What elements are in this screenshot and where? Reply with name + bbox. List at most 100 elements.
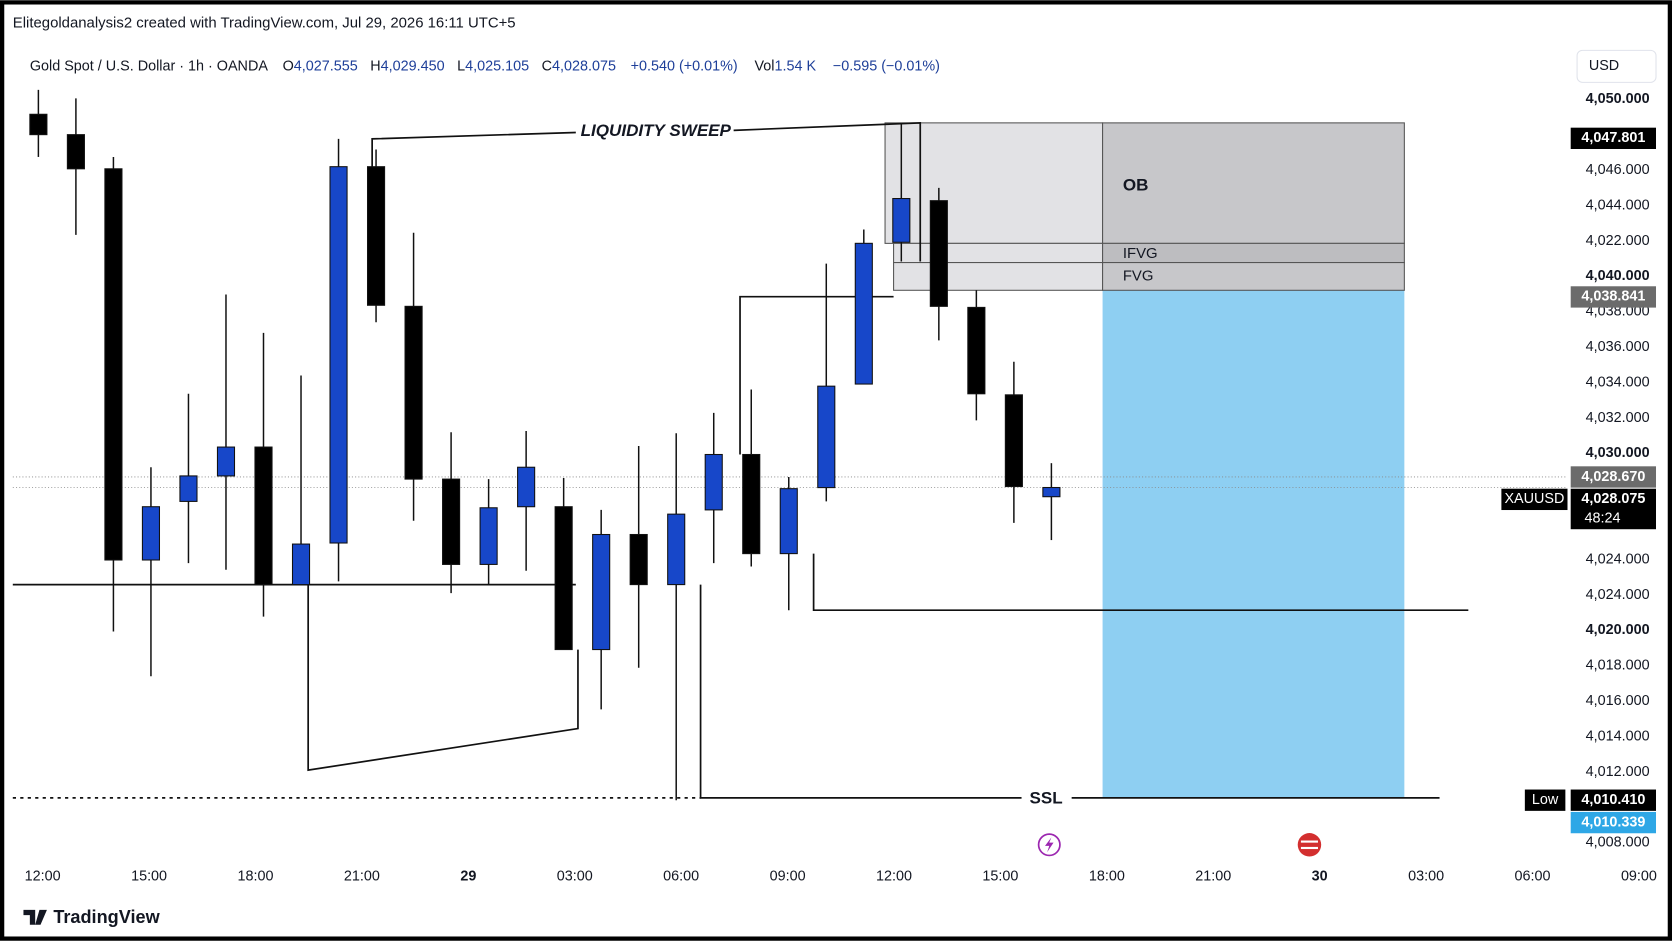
price-label: 4,010.339 bbox=[1581, 814, 1645, 830]
y-tick-label: 4,014.000 bbox=[1586, 728, 1650, 744]
x-tick-label: 12:00 bbox=[25, 869, 61, 885]
candle-body bbox=[66, 134, 85, 170]
symbol: Gold Spot / U.S. Dollar · 1h · OANDA bbox=[30, 58, 268, 74]
price-label-box bbox=[1570, 127, 1657, 150]
drawings bbox=[12, 121, 1469, 799]
candle-body bbox=[404, 305, 423, 480]
tag-label: Low bbox=[1532, 792, 1559, 808]
sweep-swing bbox=[307, 584, 579, 772]
countdown: 48:24 bbox=[1585, 510, 1621, 526]
ifvg-zone-left bbox=[893, 242, 1104, 264]
price-label-box bbox=[1570, 286, 1657, 308]
candle-body bbox=[104, 168, 123, 561]
x-tick-label: 15:00 bbox=[982, 869, 1018, 885]
candle-body bbox=[1004, 394, 1023, 488]
candle-body bbox=[592, 533, 611, 651]
ohlc-label: O bbox=[283, 58, 294, 74]
y-tick-label: 4,008.000 bbox=[1586, 835, 1650, 851]
price-label-box bbox=[1570, 488, 1657, 530]
currency[interactable]: USD bbox=[1589, 58, 1619, 74]
ob-label: OB bbox=[1123, 175, 1149, 194]
ohlc-value: 4,028.075 bbox=[552, 58, 616, 74]
candle-body bbox=[291, 543, 311, 586]
fvg-label: FVG bbox=[1123, 267, 1154, 284]
ohlc-label: C bbox=[542, 58, 552, 74]
candle-body bbox=[854, 242, 873, 385]
tag-box bbox=[1524, 789, 1566, 811]
y-tick-label: 4,038.000 bbox=[1586, 304, 1650, 320]
x-tick-label: 15:00 bbox=[131, 869, 167, 885]
price-label: 4,047.801 bbox=[1581, 130, 1645, 146]
candle-body bbox=[29, 113, 48, 136]
event-flag-stripe bbox=[1300, 846, 1318, 850]
candle-body bbox=[1042, 486, 1061, 498]
x-tick-label: 06:00 bbox=[1515, 869, 1551, 885]
change: +0.540 (+0.01%) bbox=[631, 58, 738, 74]
symbol-box bbox=[1501, 488, 1568, 511]
candle-body bbox=[329, 166, 348, 544]
currency-button[interactable] bbox=[1576, 49, 1657, 83]
x-tick-label: 21:00 bbox=[344, 869, 380, 885]
candle-body bbox=[179, 475, 198, 502]
candle-body bbox=[629, 533, 648, 586]
x-tick-label: 09:00 bbox=[770, 869, 806, 885]
candle-body bbox=[216, 446, 236, 477]
ohlc-label: L bbox=[457, 58, 465, 74]
x-tick-label: 12:00 bbox=[876, 869, 912, 885]
price-label-box bbox=[1570, 811, 1657, 834]
ohlc-label: H bbox=[370, 58, 380, 74]
candle-body bbox=[366, 166, 386, 306]
symbol-legend: Gold Spot / U.S. Dollar · 1h · OANDA O4,… bbox=[30, 58, 940, 74]
candle-body bbox=[479, 507, 498, 565]
brand: TradingView bbox=[53, 907, 160, 927]
x-tick-label: 30 bbox=[1312, 869, 1328, 885]
y-tick-label: 4,032.000 bbox=[1586, 410, 1650, 426]
x-tick-label: 09:00 bbox=[1621, 869, 1657, 885]
x-tick-label: 03:00 bbox=[1408, 869, 1444, 885]
candle-body bbox=[442, 478, 461, 565]
candle-body bbox=[742, 453, 761, 555]
y-tick-label: 4,044.000 bbox=[1586, 197, 1650, 213]
event-flag-stripe bbox=[1300, 840, 1318, 843]
x-tick-label: 03:00 bbox=[557, 869, 593, 885]
candle-body bbox=[929, 200, 948, 307]
liquidity-line-left bbox=[371, 131, 576, 167]
fvg-zone bbox=[1102, 262, 1405, 291]
x-tick-label: 18:00 bbox=[237, 869, 273, 885]
attribution: Elitegoldanalysis2 created with TradingV… bbox=[13, 15, 516, 32]
y-tick-label: 4,046.000 bbox=[1586, 162, 1650, 178]
ohlc-value: 4,027.555 bbox=[294, 58, 358, 74]
ohlc-value: 4,029.450 bbox=[381, 58, 445, 74]
candle-body bbox=[141, 506, 161, 561]
y-tick-label: 4,012.000 bbox=[1586, 764, 1650, 780]
candle-body bbox=[892, 198, 911, 243]
x-tick-label: 06:00 bbox=[663, 869, 699, 885]
ob-zone-left bbox=[884, 122, 1104, 244]
target-zone bbox=[1102, 290, 1405, 798]
x-tick-label: 21:00 bbox=[1195, 869, 1231, 885]
y-tick-label: 4,018.000 bbox=[1586, 658, 1650, 674]
candle-body bbox=[817, 385, 836, 489]
y-tick-label: 4,034.000 bbox=[1586, 374, 1650, 390]
volume-change: −0.595 (−0.01%) bbox=[833, 58, 940, 74]
ohlc-value: 4,025.105 bbox=[465, 58, 529, 74]
volume: 1.54 K bbox=[775, 58, 817, 74]
candle-body bbox=[554, 506, 573, 651]
structure-line-low bbox=[812, 553, 1469, 612]
price-label-box bbox=[1570, 789, 1657, 811]
event-flag[interactable] bbox=[1297, 833, 1322, 857]
structure-line bbox=[739, 295, 894, 455]
symbol-label: XAUUSD bbox=[1504, 491, 1564, 507]
candle-body bbox=[517, 466, 536, 508]
price-label: 4,038.841 bbox=[1581, 289, 1645, 305]
liquidity-line-right bbox=[733, 121, 922, 262]
ifvg-label: IFVG bbox=[1123, 245, 1158, 262]
price-label: 4,010.410 bbox=[1581, 792, 1645, 808]
y-tick-label: 4,040.000 bbox=[1586, 268, 1650, 284]
candle-body bbox=[667, 513, 686, 586]
ob-zone bbox=[1102, 122, 1405, 244]
